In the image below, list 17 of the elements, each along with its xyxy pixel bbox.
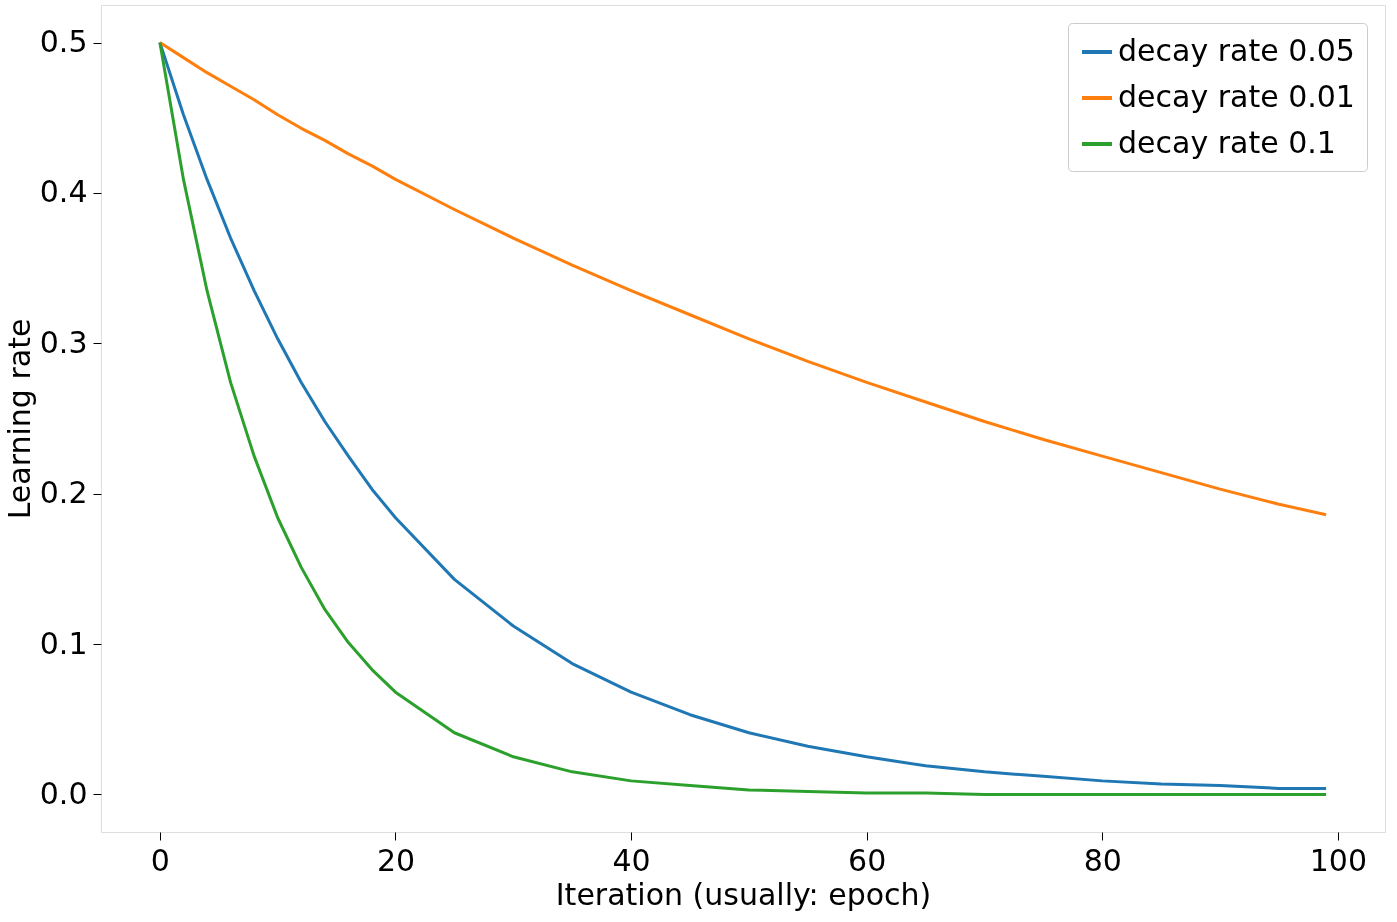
y-tick-label: 0.2 (39, 475, 88, 511)
y-tick-label: 0.4 (39, 174, 88, 210)
y-tick-label: 0.5 (39, 24, 88, 60)
x-tick-label: 20 (376, 842, 416, 878)
x-tick-label: 0 (150, 842, 170, 878)
x-tick-label: 80 (1083, 842, 1122, 878)
y-axis-title: Learning rate (1, 318, 37, 520)
legend-label: decay rate 0.05 (1118, 33, 1355, 68)
x-tick-label: 40 (612, 842, 651, 878)
x-tick-label: 60 (848, 842, 887, 878)
x-tick-label: 100 (1309, 842, 1368, 878)
legend-label: decay rate 0.01 (1118, 79, 1355, 114)
legend-label: decay rate 0.1 (1118, 125, 1336, 160)
x-axis-title: Iteration (usually: epoch) (555, 876, 932, 912)
y-tick-label: 0.0 (39, 775, 88, 811)
y-tick-label: 0.1 (39, 625, 88, 661)
y-tick-label: 0.3 (39, 324, 88, 360)
